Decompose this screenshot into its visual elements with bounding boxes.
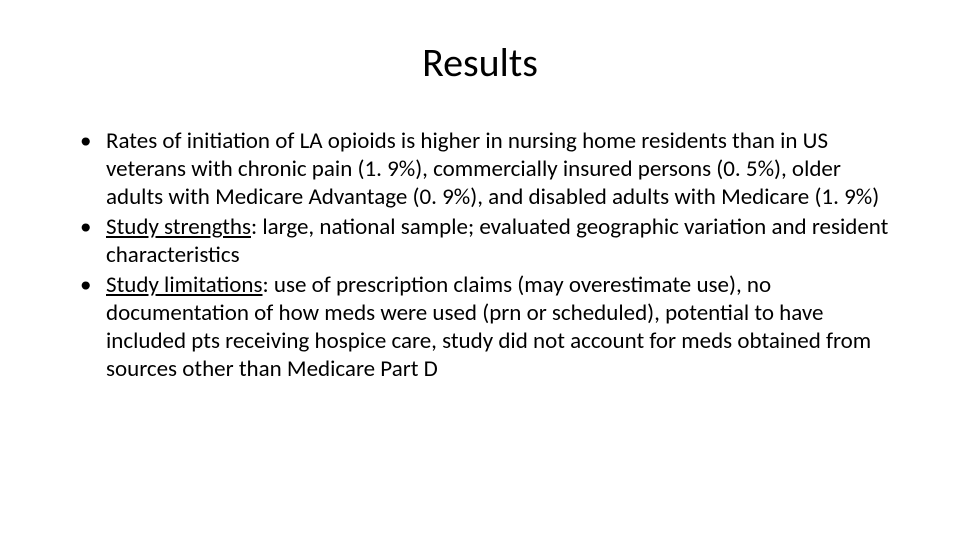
bullet-text: Rates of initiation of LA opioids is hig… bbox=[106, 127, 879, 211]
bullet-item: Rates of initiation of LA opioids is hig… bbox=[80, 127, 900, 211]
slide-title: Results bbox=[60, 38, 900, 87]
bullet-item: Study limitations: use of prescription c… bbox=[80, 271, 900, 383]
bullet-list: Rates of initiation of LA opioids is hig… bbox=[60, 127, 900, 383]
bullet-item: Study strengths: large, national sample;… bbox=[80, 213, 900, 269]
bullet-label: Study limitations bbox=[106, 271, 263, 299]
bullet-label: Study strengths bbox=[106, 213, 251, 241]
slide-container: Results Rates of initiation of LA opioid… bbox=[0, 0, 960, 540]
